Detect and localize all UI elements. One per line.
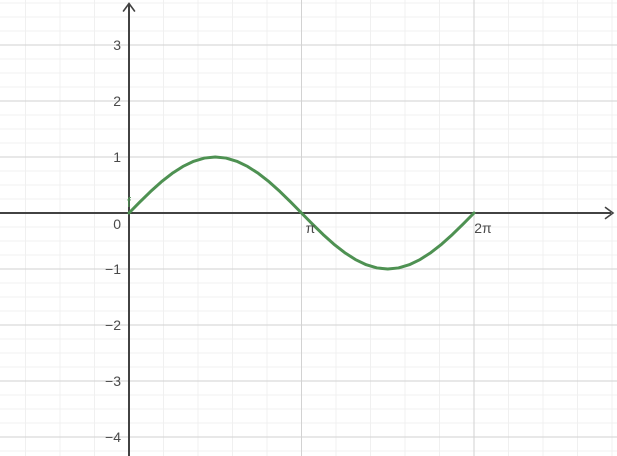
x-tick-label-2pi: 2π xyxy=(474,220,492,236)
y-tick-label-3: 3 xyxy=(113,37,121,53)
function-label-f[interactable]: f xyxy=(127,194,131,210)
y-tick-label--4: −4 xyxy=(105,429,121,445)
y-tick-label--2: −2 xyxy=(105,317,121,333)
y-tick-label-1: 1 xyxy=(113,149,121,165)
y-tick-label--3: −3 xyxy=(105,373,121,389)
sine-curve-f[interactable] xyxy=(127,155,476,271)
origin-label: 0 xyxy=(113,216,121,232)
y-axis-arrow-icon xyxy=(122,2,136,12)
x-tick-label-1pi: π xyxy=(305,220,316,236)
x-axis-arrow-icon xyxy=(604,206,615,220)
y-tick-label-2: 2 xyxy=(113,93,121,109)
y-tick-label--1: −1 xyxy=(105,261,121,277)
